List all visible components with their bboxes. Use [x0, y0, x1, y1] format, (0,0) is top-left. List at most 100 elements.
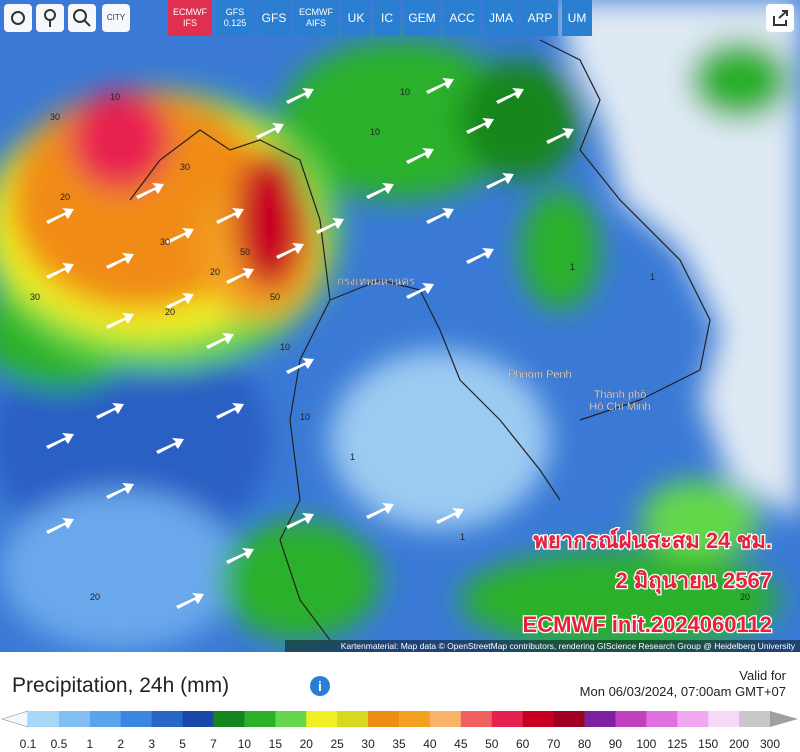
scale-label: 60 — [516, 737, 530, 751]
scale-label: 300 — [760, 737, 780, 751]
value-label: 50 — [270, 292, 280, 302]
value-label: 1 — [570, 262, 575, 272]
scale-label: 80 — [578, 737, 592, 751]
wind-arrow — [406, 283, 434, 299]
scale-swatch — [677, 711, 709, 727]
model-button[interactable]: ARP — [522, 0, 558, 36]
forecast-caption: 2 มิถุนายน 2567 — [615, 568, 772, 595]
model-button[interactable]: ACC — [444, 0, 480, 36]
value-label: 1 — [650, 272, 655, 282]
value-label: 20 — [90, 592, 100, 602]
color-scale: 0.1 0.5 1 2 3 5 7 10 15 20 25 30 35 40 45 50 60 70 80 90 100… — [0, 710, 798, 751]
model-label: 0.125 — [223, 18, 247, 28]
wind-arrow — [166, 293, 194, 309]
model-label: UK — [347, 10, 365, 25]
valid-label: Valid for — [739, 668, 786, 683]
refresh-button[interactable] — [4, 4, 32, 32]
scale-swatch — [244, 711, 276, 727]
model-label: GFS — [225, 7, 245, 17]
scale-swatch — [584, 711, 616, 727]
scale-label: 3 — [148, 737, 155, 751]
model-button[interactable]: ECMWF IFS — [168, 0, 212, 36]
wind-arrow — [166, 228, 194, 244]
wind-arrow — [206, 333, 234, 349]
scale-label: 15 — [269, 737, 283, 751]
value-label: 1 — [460, 532, 465, 542]
scale-label: 5 — [179, 737, 186, 751]
city-button[interactable]: CITY — [102, 4, 130, 32]
value-label: 50 — [240, 247, 250, 257]
valid-time: Mon 06/03/2024, 07:00am GMT+07 — [579, 684, 786, 699]
value-label: 30 — [160, 237, 170, 247]
scale-swatch — [275, 711, 307, 727]
scale-label: 150 — [698, 737, 718, 751]
model-button[interactable]: GFS — [258, 0, 290, 36]
scale-swatch — [58, 711, 91, 727]
share-button[interactable] — [766, 4, 794, 32]
place-label: กรุงเทพมหานคร — [337, 276, 415, 288]
scale-label: 30 — [361, 737, 375, 751]
map: 30 20 10 30 30 50 50 20 30 20 10 10 1 1 1 20 10 10 1 20 กรุง… — [0, 0, 800, 652]
model-button[interactable]: GFS 0.125 — [216, 0, 254, 36]
scale-swatch — [120, 711, 153, 727]
model-button[interactable]: GEM — [404, 0, 440, 36]
model-button[interactable]: IC — [374, 0, 400, 36]
place-label: Phnom Penh — [508, 369, 572, 381]
model-label: ARP — [527, 10, 553, 25]
model-label: AIFS — [305, 18, 326, 28]
model-button[interactable]: UM — [562, 0, 592, 36]
scale-swatch — [151, 711, 184, 727]
scale-swatch — [460, 711, 493, 727]
wind-arrow — [436, 508, 464, 524]
wind-arrow — [496, 88, 524, 104]
wind-arrow — [216, 403, 244, 419]
scale-swatch — [708, 711, 740, 727]
wind-arrow — [486, 173, 514, 189]
wind-arrow — [286, 88, 314, 104]
model-button[interactable]: JMA — [484, 0, 518, 36]
model-label: ECMWF — [299, 7, 333, 17]
location-button[interactable] — [36, 4, 64, 32]
model-button[interactable]: UK — [342, 0, 370, 36]
scale-label: 70 — [547, 737, 561, 751]
scale-low-arrow — [0, 710, 29, 728]
scale-label: 100 — [636, 737, 656, 751]
scale-high-arrow — [770, 711, 798, 727]
scale-label: 10 — [238, 737, 252, 751]
scale-label: 50 — [485, 737, 499, 751]
zoom-button[interactable] — [68, 4, 96, 32]
value-label: 10 — [400, 87, 410, 97]
scale-swatch — [368, 711, 400, 727]
model-button[interactable]: ECMWF AIFS — [294, 0, 338, 36]
scale-swatch — [28, 711, 60, 727]
wind-arrow — [46, 208, 74, 224]
wind-arrow — [46, 518, 74, 534]
attribution: Kartenmaterial: Map data © OpenStreetMap… — [341, 641, 796, 651]
model-label: GEM — [408, 10, 436, 25]
value-label: 30 — [180, 162, 190, 172]
wind-arrow — [426, 208, 454, 224]
value-label: 10 — [370, 127, 380, 137]
scale-label: 20 — [300, 737, 314, 751]
scale-label: 45 — [454, 737, 468, 751]
forecast-caption: พยากรณ์ฝนสะสม 24 ชม. — [533, 528, 772, 553]
wind-arrow — [226, 268, 254, 284]
wind-arrow — [366, 183, 394, 199]
wind-arrow — [96, 403, 124, 419]
wind-arrow — [316, 218, 344, 234]
scale-label: 7 — [210, 737, 217, 751]
scale-swatch — [491, 711, 524, 727]
value-label: 30 — [30, 292, 40, 302]
scale-label: 35 — [392, 737, 406, 751]
model-label: ACC — [449, 10, 475, 25]
scale-swatch — [213, 711, 245, 727]
scale-label: 40 — [423, 737, 437, 751]
wind-arrow — [466, 118, 494, 134]
value-label: 20 — [165, 307, 175, 317]
place-label: Hồ Chí Minh — [589, 401, 650, 413]
info-button[interactable]: i — [310, 676, 330, 696]
value-label: 20 — [60, 192, 70, 202]
scale-swatch — [182, 711, 214, 727]
wind-arrow — [256, 123, 284, 139]
scale-label: 200 — [729, 737, 749, 751]
